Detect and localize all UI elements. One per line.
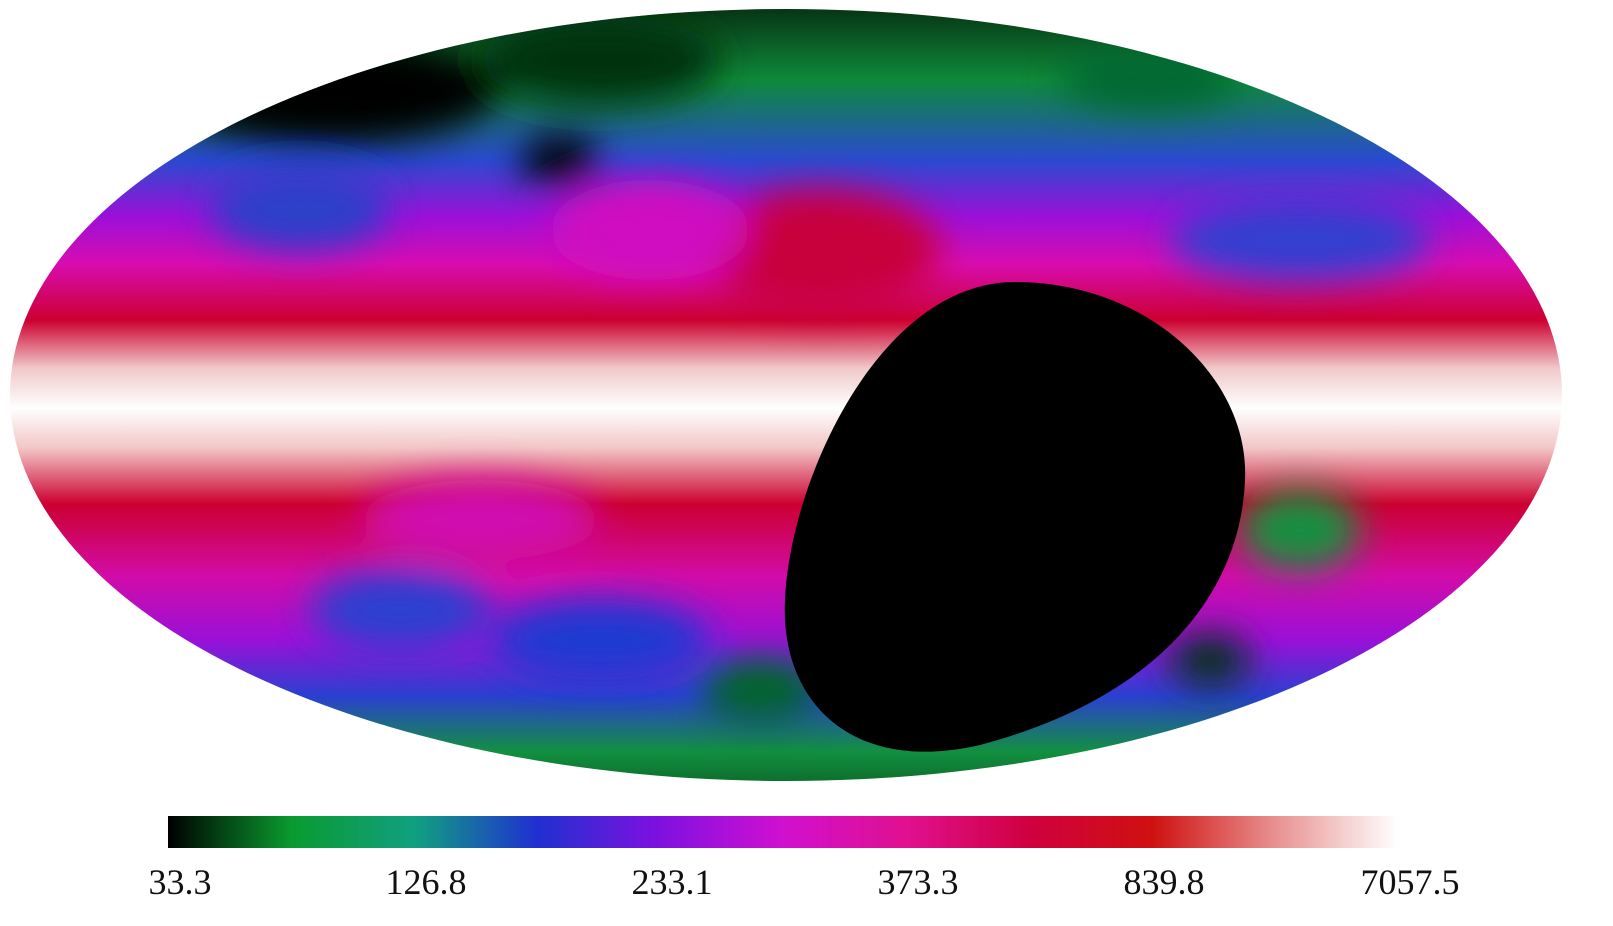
colorbar-tick-label: 33.3 <box>149 862 212 902</box>
colorbar-tick-label: 7057.5 <box>1361 862 1460 902</box>
page: 33.3126.8233.1373.3839.87057.5 (() => { … <box>0 0 1613 926</box>
colorbar-tick-label: 839.8 <box>1124 862 1205 902</box>
colorbar <box>168 816 1398 848</box>
colorbar-ticks: 33.3 126.8 233.1 373.3 839.8 7057.5 <box>149 862 1460 902</box>
colorbar-tick-label: 233.1 <box>632 862 713 902</box>
sky-map-figure: 33.3 126.8 233.1 373.3 839.8 7057.5 <box>0 0 1613 926</box>
colorbar-tick-label: 373.3 <box>878 862 959 902</box>
sky-map <box>0 0 1613 800</box>
colorbar-tick-label: 126.8 <box>386 862 467 902</box>
